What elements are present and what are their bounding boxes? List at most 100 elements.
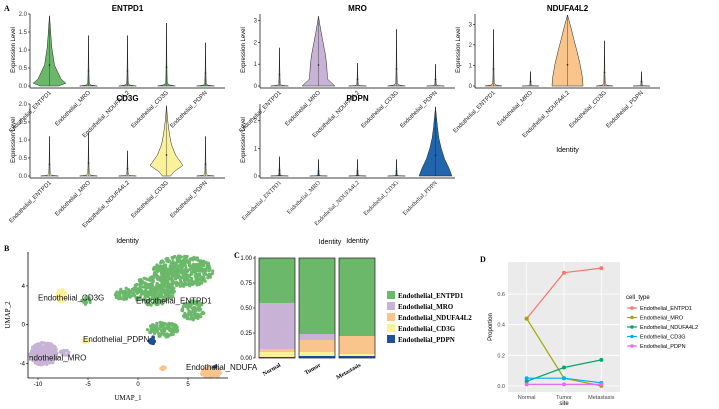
- umap-point-Endothelial_ENTPD1: [128, 295, 132, 299]
- y-axis-label: Expression Level: [241, 27, 247, 73]
- umap-point-Endothelial_ENTPD1: [192, 280, 196, 284]
- umap-point-Endothelial_ENTPD1: [159, 261, 163, 265]
- line-legend-label: Endothelial_PDPN: [640, 344, 686, 350]
- umap-point-Endothelial_ENTPD1: [208, 273, 212, 278]
- y-tick-label: 3: [254, 19, 258, 25]
- umap-point-Endothelial_PDPN: [151, 335, 155, 339]
- violin-point: [529, 80, 532, 83]
- umap-point-Endothelial_ENTPD1: [177, 273, 181, 277]
- umap-x-tick-label: 5: [186, 382, 190, 388]
- umap-point-Endothelial_ENTPD1: [157, 332, 161, 336]
- line-y-tick-label: 0.6: [497, 292, 505, 298]
- umap-point-Endothelial_ENTPD1: [135, 282, 139, 287]
- y-axis-label: Expression Level: [456, 27, 462, 73]
- umap-point-Endothelial_ENTPD1: [143, 295, 147, 300]
- stack-bar-outline: [338, 257, 376, 359]
- umap-point-Endothelial_ENTPD1: [157, 299, 161, 303]
- line-point-Endothelial_NDUFA4L2: [599, 357, 604, 362]
- umap-point-Endothelial_ENTPD1: [175, 325, 179, 329]
- stack-segment-Endothelial_PDPN: [299, 356, 335, 358]
- stack-x-tick-label: Tumor: [304, 362, 322, 376]
- violin-point: [204, 163, 207, 165]
- umap-point-Endothelial_ENTPD1: [192, 313, 196, 317]
- umap-point-Endothelial_PDPN: [214, 364, 218, 368]
- umap-point-Endothelial_ENTPD1: [195, 268, 199, 272]
- umap-point-Endothelial_ENTPD1: [88, 300, 92, 304]
- umap-point-Endothelial_ENTPD1: [168, 290, 173, 294]
- line-point-Endothelial_PDPN: [524, 382, 529, 387]
- x-tick-label: Endothelial_MRO: [496, 90, 534, 128]
- umap-point-Endothelial_ENTPD1: [145, 328, 149, 332]
- umap-point-Endothelial_ENTPD1: [153, 325, 157, 329]
- umap-point-Endothelial_ENTPD1: [181, 305, 185, 309]
- umap-point-Endothelial_ENTPD1: [167, 324, 171, 328]
- stack-legend-label: Endothelial_CD3G: [398, 325, 456, 333]
- violin-point: [165, 154, 168, 156]
- umap-point-Endothelial_MRO: [38, 361, 42, 365]
- umap-point-Endothelial_MRO: [45, 342, 49, 346]
- umap-point-Endothelial_ENTPD1: [161, 272, 165, 276]
- stack-legend-swatch: [387, 335, 395, 343]
- umap-point-Endothelial_ENTPD1: [183, 258, 188, 262]
- x-tick-label: Endothelial_ENTPD1: [241, 180, 283, 222]
- x-tick-label: Endothelial_NDUFA4L2: [82, 180, 132, 230]
- umap-point-Endothelial_ENTPD1: [199, 315, 203, 319]
- umap-point-Endothelial_CD3G: [61, 288, 65, 292]
- umap-point-Endothelial_ENTPD1: [161, 260, 165, 264]
- stack-segment-Endothelial_ENTPD1: [339, 258, 375, 336]
- umap-x-tick-label: 0: [136, 382, 140, 388]
- stack-legend-label: Endothelial_MRO: [398, 303, 454, 311]
- umap-point-Endothelial_ENTPD1: [153, 297, 157, 301]
- y-tick-label: 2: [469, 43, 473, 49]
- umap-point-Endothelial_ENTPD1: [162, 264, 166, 268]
- umap-point-Endothelial_CD3G: [84, 340, 88, 344]
- umap-point-Endothelial_ENTPD1: [150, 275, 154, 279]
- umap-point-Endothelial_CD3G: [63, 292, 68, 296]
- umap-point-Endothelial_ENTPD1: [127, 288, 131, 292]
- y-tick-label: 0: [469, 84, 473, 90]
- umap-point-Endothelial_ENTPD1: [174, 269, 178, 273]
- umap-point-Endothelial_ENTPD1: [117, 297, 121, 301]
- umap-point-Endothelial_ENTPD1: [142, 276, 146, 280]
- umap-point-Endothelial_ENTPD1: [84, 297, 88, 301]
- violin-point: [492, 68, 495, 70]
- umap-point-Endothelial_ENTPD1: [148, 278, 152, 282]
- umap-point-Endothelial_ENTPD1: [123, 289, 127, 293]
- umap-point-Endothelial_ENTPD1: [192, 310, 196, 314]
- stack-y-tick-label: 1.00: [240, 256, 252, 262]
- stack-y-tick-label: 0.25: [240, 331, 252, 337]
- umap-point-Endothelial_ENTPD1: [184, 313, 188, 317]
- umap-point-Endothelial_ENTPD1: [173, 277, 178, 281]
- violin-point: [317, 64, 320, 66]
- x-tick-label: Endothelial_PDPN: [170, 90, 209, 129]
- umap-point-Endothelial_ENTPD1: [174, 330, 179, 334]
- umap-point-Endothelial_ENTPD1: [122, 294, 126, 298]
- violin-point: [356, 78, 359, 80]
- umap-cluster-label: Endothelial_NDUFA: [186, 363, 258, 372]
- umap-point-Endothelial_MRO: [31, 357, 35, 361]
- umap-point-Endothelial_MRO: [49, 353, 53, 357]
- umap-point-Endothelial_ENTPD1: [139, 288, 143, 292]
- umap-point-Endothelial_MRO: [46, 352, 50, 357]
- umap-point-Endothelial_ENTPD1: [153, 271, 157, 275]
- line-point-Endothelial_NDUFA4L2: [562, 365, 566, 370]
- umap-point-Endothelial_ENTPD1: [131, 288, 135, 292]
- umap-point-Endothelial_MRO: [62, 348, 66, 352]
- umap-point-Endothelial_ENTPD1: [161, 321, 165, 325]
- umap-point-Endothelial_ENTPD1: [188, 302, 192, 306]
- umap-point-Endothelial_ENTPD1: [174, 261, 178, 265]
- umap-point-Endothelial_ENTPD1: [198, 268, 202, 272]
- umap-point-Endothelial_ENTPD1: [187, 309, 191, 313]
- umap-point-Endothelial_ENTPD1: [191, 316, 195, 320]
- umap-point-Endothelial_ENTPD1: [158, 264, 162, 268]
- umap-point-Endothelial_MRO: [45, 361, 49, 365]
- umap-point-Endothelial_ENTPD1: [166, 287, 170, 291]
- umap-point-Endothelial_ENTPD1: [143, 281, 147, 285]
- umap-point-Endothelial_NDUFA4L2: [210, 371, 214, 375]
- umap-point-Endothelial_ENTPD1: [144, 286, 148, 290]
- umap-panel: -10 -5 0 5 -4 0 4 UMAP_1 UMAP_2 Endothelial_ENTPD…: [4, 252, 258, 402]
- violin-point: [48, 64, 51, 66]
- umap-point-Endothelial_ENTPD1: [192, 255, 196, 259]
- umap-point-Endothelial_ENTPD1: [163, 267, 168, 272]
- umap-point-Endothelial_MRO: [52, 350, 56, 354]
